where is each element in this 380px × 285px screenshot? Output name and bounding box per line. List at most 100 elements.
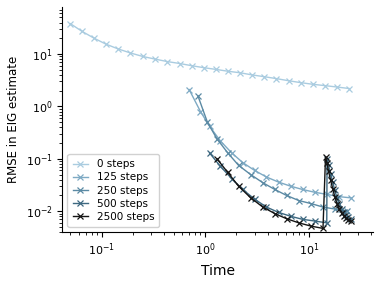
0 steps xyxy=(153,58,158,61)
2500 steps xyxy=(261,205,265,209)
2500 steps xyxy=(225,171,230,174)
125 steps xyxy=(288,184,293,188)
125 steps xyxy=(187,88,192,91)
125 steps xyxy=(198,110,203,113)
0 steps xyxy=(201,66,206,69)
250 steps xyxy=(272,188,277,191)
125 steps xyxy=(300,188,305,191)
2500 steps xyxy=(348,220,353,223)
Line: 0 steps: 0 steps xyxy=(67,21,352,92)
500 steps xyxy=(264,205,269,209)
250 steps xyxy=(296,199,301,202)
500 steps xyxy=(312,219,317,223)
2500 steps xyxy=(326,170,331,173)
0 steps xyxy=(104,42,108,46)
0 steps xyxy=(238,71,242,74)
Line: 125 steps: 125 steps xyxy=(186,86,354,201)
2500 steps xyxy=(332,195,337,198)
500 steps xyxy=(300,218,305,221)
500 steps xyxy=(335,196,339,200)
2500 steps xyxy=(296,221,301,225)
500 steps xyxy=(346,215,351,219)
250 steps xyxy=(205,121,210,124)
0 steps xyxy=(286,79,291,82)
125 steps xyxy=(264,175,269,179)
2500 steps xyxy=(325,162,329,165)
500 steps xyxy=(276,211,281,214)
125 steps xyxy=(241,161,245,164)
0 steps xyxy=(335,85,339,89)
125 steps xyxy=(252,169,257,172)
500 steps xyxy=(337,202,342,205)
2500 steps xyxy=(344,216,348,220)
0 steps xyxy=(80,30,84,33)
Line: 250 steps: 250 steps xyxy=(195,93,350,214)
500 steps xyxy=(325,221,329,225)
500 steps xyxy=(218,165,223,168)
500 steps xyxy=(328,172,333,176)
2500 steps xyxy=(284,217,289,220)
500 steps xyxy=(230,177,234,180)
500 steps xyxy=(326,164,331,167)
2500 steps xyxy=(236,184,241,188)
2500 steps xyxy=(321,227,325,230)
Y-axis label: RMSE in EIG estimate: RMSE in EIG estimate xyxy=(7,56,20,183)
250 steps xyxy=(261,181,265,184)
0 steps xyxy=(128,51,133,55)
250 steps xyxy=(345,209,349,213)
125 steps xyxy=(207,125,212,128)
250 steps xyxy=(321,205,325,209)
0 steps xyxy=(226,70,230,73)
500 steps xyxy=(342,211,346,214)
X-axis label: Time: Time xyxy=(201,264,234,278)
2500 steps xyxy=(309,224,313,228)
500 steps xyxy=(339,207,344,211)
0 steps xyxy=(141,55,145,58)
0 steps xyxy=(177,62,182,65)
2500 steps xyxy=(346,218,351,222)
2500 steps xyxy=(335,202,339,205)
0 steps xyxy=(298,81,303,84)
250 steps xyxy=(284,194,289,197)
2500 steps xyxy=(215,157,219,160)
125 steps xyxy=(312,191,317,194)
0 steps xyxy=(323,84,327,87)
Line: 2500 steps: 2500 steps xyxy=(214,154,354,231)
0 steps xyxy=(262,75,267,78)
500 steps xyxy=(344,213,348,217)
125 steps xyxy=(218,139,223,142)
250 steps xyxy=(333,207,337,211)
500 steps xyxy=(332,189,337,192)
250 steps xyxy=(196,94,200,97)
0 steps xyxy=(250,73,255,77)
250 steps xyxy=(225,151,230,154)
2500 steps xyxy=(337,207,342,211)
0 steps xyxy=(68,22,73,25)
2500 steps xyxy=(342,214,346,217)
2500 steps xyxy=(323,155,328,158)
500 steps xyxy=(241,188,245,191)
125 steps xyxy=(349,196,353,200)
2500 steps xyxy=(339,211,344,215)
500 steps xyxy=(348,217,353,220)
250 steps xyxy=(249,173,253,176)
0 steps xyxy=(310,83,315,86)
0 steps xyxy=(165,60,169,63)
0 steps xyxy=(92,36,97,40)
125 steps xyxy=(325,193,329,196)
Legend: 0 steps, 125 steps, 250 steps, 500 steps, 2500 steps: 0 steps, 125 steps, 250 steps, 500 steps… xyxy=(68,154,160,227)
125 steps xyxy=(276,180,281,184)
Line: 500 steps: 500 steps xyxy=(206,150,354,226)
2500 steps xyxy=(328,178,333,181)
125 steps xyxy=(230,151,234,154)
250 steps xyxy=(215,137,219,141)
2500 steps xyxy=(331,187,335,190)
125 steps xyxy=(337,195,341,198)
500 steps xyxy=(207,151,212,154)
0 steps xyxy=(116,47,120,51)
0 steps xyxy=(347,87,352,90)
0 steps xyxy=(274,77,279,80)
500 steps xyxy=(325,157,329,160)
250 steps xyxy=(236,164,241,167)
0 steps xyxy=(214,68,218,71)
